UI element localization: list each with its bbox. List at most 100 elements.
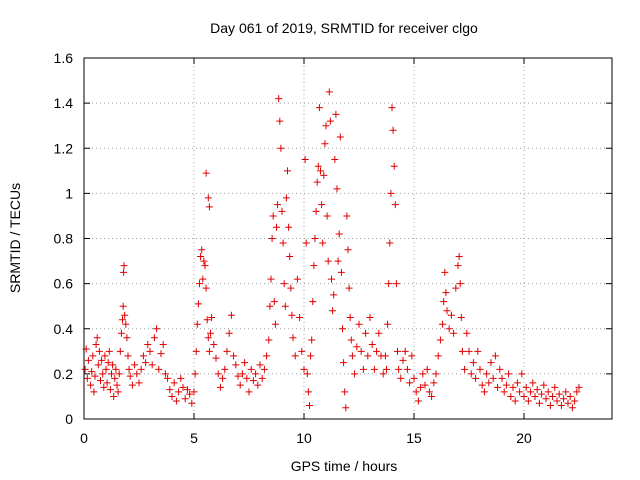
data-point (98, 356, 106, 364)
data-point (557, 401, 565, 409)
data-point (175, 388, 183, 396)
data-point (273, 223, 280, 231)
data-point (159, 341, 167, 349)
data-point (461, 365, 469, 373)
data-point (328, 275, 335, 283)
data-point (385, 280, 393, 288)
data-point (212, 354, 220, 362)
data-point (301, 156, 309, 164)
data-point (230, 352, 238, 360)
data-point (553, 397, 561, 405)
data-point (522, 383, 530, 391)
data-point (131, 361, 139, 369)
data-point (199, 275, 207, 283)
data-point (161, 370, 169, 378)
data-point (113, 381, 121, 389)
data-point (315, 104, 323, 112)
data-point (432, 370, 440, 378)
data-point (109, 361, 117, 369)
data-point (335, 230, 343, 238)
data-point (256, 361, 264, 369)
data-point (216, 383, 224, 391)
data-point (430, 379, 438, 387)
data-point (119, 302, 127, 310)
data-point (450, 329, 458, 337)
data-point (445, 325, 453, 333)
data-point (337, 268, 345, 276)
data-point (434, 352, 442, 360)
data-point (258, 374, 266, 382)
data-point (359, 365, 367, 373)
data-point (408, 352, 416, 360)
data-point (485, 379, 493, 387)
data-point (311, 235, 319, 242)
data-point (100, 383, 108, 391)
data-point (137, 365, 145, 373)
data-point (150, 334, 158, 342)
data-point (336, 133, 344, 141)
data-point (527, 388, 535, 396)
data-point (511, 397, 519, 405)
data-point (531, 392, 539, 400)
y-tick-label: 0.6 (54, 276, 74, 292)
data-point (124, 352, 132, 360)
data-point (84, 356, 92, 364)
data-point (112, 365, 120, 373)
data-point (270, 298, 278, 306)
data-point (345, 284, 353, 292)
data-point (186, 390, 194, 398)
x-axis-label: GPS time / hours (291, 458, 398, 474)
data-point (238, 370, 246, 378)
data-point (542, 395, 550, 403)
data-point (392, 280, 400, 288)
data-point (214, 370, 222, 378)
data-point (524, 397, 532, 405)
data-point (428, 392, 436, 400)
data-point (274, 201, 282, 209)
data-point (395, 365, 403, 373)
data-point (284, 167, 291, 175)
data-point (319, 239, 327, 247)
data-point (268, 235, 276, 242)
data-point (469, 359, 477, 367)
data-point (478, 381, 486, 389)
data-point (293, 275, 301, 283)
data-point (520, 392, 528, 400)
data-point (355, 320, 363, 328)
data-point (379, 370, 387, 378)
data-point (103, 379, 111, 387)
data-point (332, 110, 340, 118)
y-tick-label: 1.2 (54, 140, 74, 156)
chart-title: Day 061 of 2019, SRMTID for receiver clg… (210, 20, 478, 36)
data-point (153, 325, 161, 333)
y-tick-label: 0.4 (54, 321, 74, 337)
data-point (489, 374, 497, 382)
data-point (564, 399, 572, 407)
data-point (133, 370, 141, 378)
data-point (516, 388, 524, 396)
data-point (286, 253, 294, 261)
data-point (81, 365, 89, 373)
data-point (494, 383, 502, 391)
data-point (347, 336, 355, 344)
data-point (348, 352, 356, 360)
data-point (204, 194, 212, 202)
data-point (339, 325, 346, 333)
data-point (340, 359, 348, 367)
data-point (509, 383, 517, 391)
data-point (139, 352, 147, 360)
data-point (245, 388, 253, 396)
data-point (546, 401, 554, 409)
data-point (193, 320, 201, 328)
data-point (275, 95, 283, 103)
data-point (496, 365, 504, 373)
data-point (201, 262, 209, 270)
data-point (442, 289, 450, 297)
data-point (192, 347, 200, 355)
data-point (164, 374, 172, 382)
data-point (104, 359, 112, 367)
data-point (210, 341, 218, 349)
data-point (410, 374, 418, 382)
data-point (106, 386, 114, 394)
